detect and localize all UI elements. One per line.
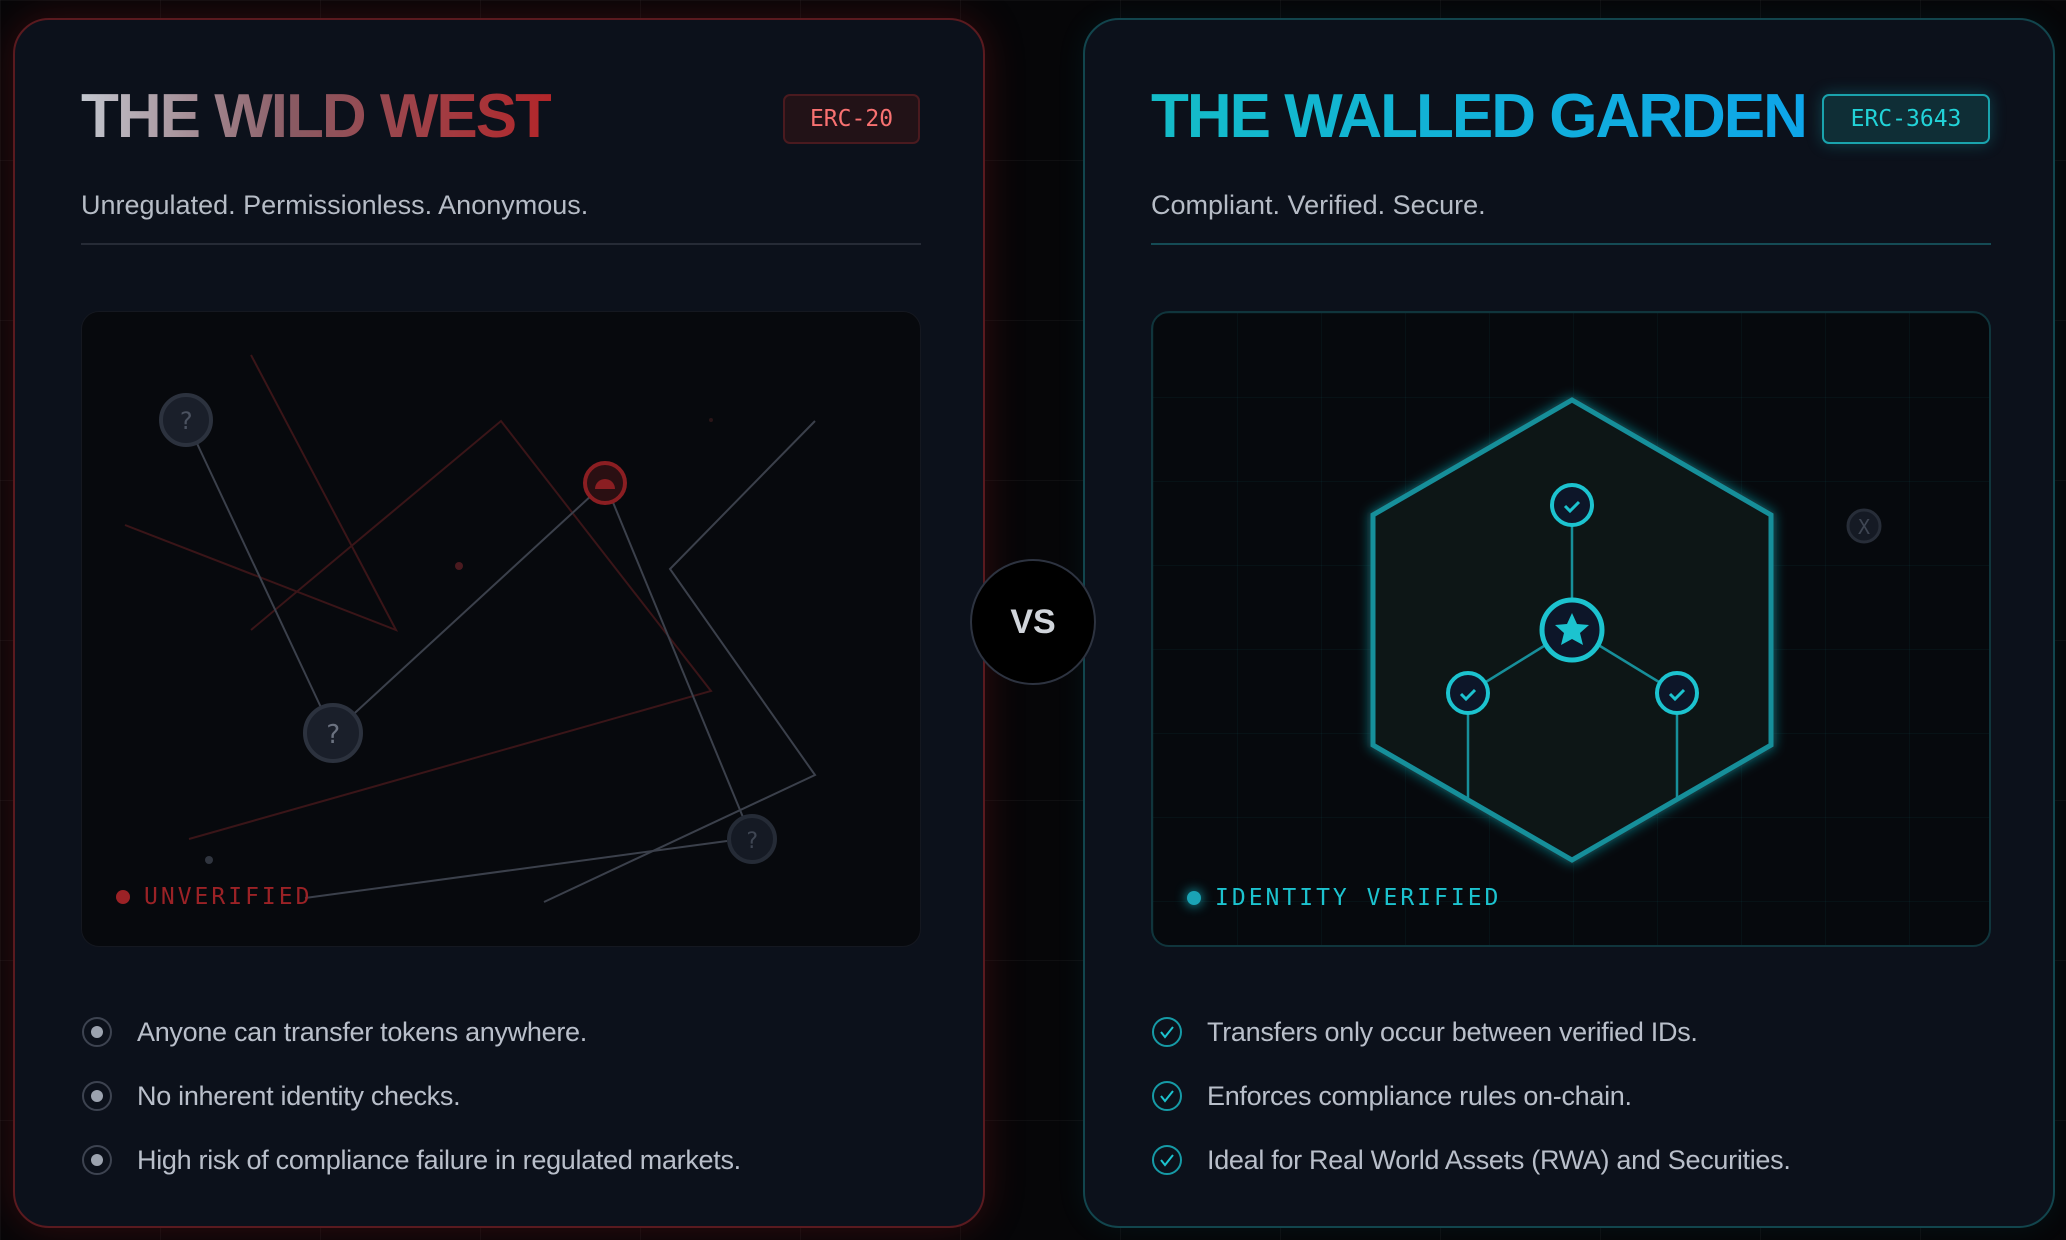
connection-line	[604, 482, 753, 840]
anonymous-node: ?	[159, 393, 213, 447]
item-text: No inherent identity checks.	[137, 1080, 461, 1111]
list-item: Anyone can transfer tokens anywhere.	[81, 1000, 741, 1064]
item-text: Transfers only occur between verified ID…	[1207, 1016, 1698, 1047]
check-circle-icon	[1152, 1081, 1182, 1111]
svg-text:?: ?	[179, 407, 193, 435]
standard-badge: ERC-3643	[1822, 94, 1990, 144]
svg-text:?: ?	[325, 720, 341, 750]
status-label: UNVERIFIED	[144, 884, 313, 910]
walled-garden-card: THE WALLED GARDEN ERC-3643 Compliant. Ve…	[1083, 18, 2055, 1228]
divider	[1151, 243, 1991, 245]
card-subtitle: Unregulated. Permissionless. Anonymous.	[81, 190, 589, 220]
suspicious-node	[583, 461, 627, 505]
check-circle-icon	[1152, 1017, 1182, 1047]
list-item: High risk of compliance failure in regul…	[81, 1128, 741, 1192]
verified-node	[1655, 671, 1699, 715]
standard-badge: ERC-20	[783, 94, 920, 144]
network-graph: ? ? ?	[124, 354, 817, 903]
check-icon	[1563, 500, 1581, 514]
card-subtitle: Compliant. Verified. Secure.	[1151, 190, 1486, 220]
list-item: Transfers only occur between verified ID…	[1151, 1000, 1791, 1064]
anonymous-node: ?	[303, 703, 363, 763]
stray-dot	[455, 562, 463, 570]
verified-node	[1550, 483, 1594, 527]
list-item: Ideal for Real World Assets (RWA) and Se…	[1151, 1128, 1791, 1192]
radio-dot-icon	[82, 1145, 112, 1175]
item-text: High risk of compliance failure in regul…	[137, 1144, 741, 1175]
divider	[81, 243, 921, 245]
status-dot-icon	[116, 890, 130, 904]
card-title: THE WALLED GARDEN	[1151, 82, 1808, 151]
svg-text:X: X	[1858, 515, 1870, 539]
item-text: Anyone can transfer tokens anywhere.	[137, 1016, 587, 1047]
status-dot-icon	[1187, 891, 1201, 905]
card-title: THE WILD WEST	[81, 82, 553, 151]
stray-dot	[709, 418, 713, 422]
status-label: IDENTITY VERIFIED	[1215, 885, 1502, 911]
stray-dot	[205, 856, 213, 864]
red-path	[124, 354, 399, 632]
check-icon	[1668, 688, 1686, 702]
list-item: Enforces compliance rules on-chain.	[1151, 1064, 1791, 1128]
verified-network-visual: X IDENTITY VERIFIED	[1151, 311, 1991, 947]
verified-status: IDENTITY VERIFIED	[1187, 885, 1501, 911]
radio-dot-icon	[82, 1081, 112, 1111]
check-circle-icon	[1152, 1145, 1182, 1175]
connection-line	[304, 840, 728, 899]
rejected-outsider-node: X	[1846, 508, 1882, 544]
verified-node	[1446, 671, 1490, 715]
connection-line	[543, 420, 817, 903]
item-text: Enforces compliance rules on-chain.	[1207, 1080, 1632, 1111]
issuer-node	[1539, 597, 1605, 663]
red-path	[188, 419, 713, 840]
wild-west-card: THE WILD WEST ERC-20 Unregulated. Permis…	[13, 18, 985, 1228]
svg-text:?: ?	[745, 829, 758, 854]
unverified-status: UNVERIFIED	[116, 884, 312, 910]
hexagon-network: X	[1370, 397, 1882, 863]
vs-badge: VS	[970, 559, 1096, 685]
anonymous-node: ?	[727, 814, 777, 864]
connection-line	[185, 419, 334, 734]
feature-list: Transfers only occur between verified ID…	[1151, 1000, 1791, 1192]
check-icon	[1459, 688, 1477, 702]
star-icon	[1555, 613, 1589, 645]
item-text: Ideal for Real World Assets (RWA) and Se…	[1207, 1144, 1791, 1175]
connection-line	[332, 482, 606, 734]
list-item: No inherent identity checks.	[81, 1064, 741, 1128]
unverified-network-visual: ? ? ? UNVERIFIED	[81, 311, 921, 947]
radio-dot-icon	[82, 1017, 112, 1047]
feature-list: Anyone can transfer tokens anywhere. No …	[81, 1000, 741, 1192]
